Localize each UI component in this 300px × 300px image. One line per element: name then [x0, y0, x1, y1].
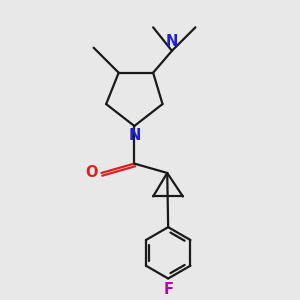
Text: O: O	[85, 166, 98, 181]
Text: N: N	[128, 128, 140, 143]
Text: F: F	[163, 282, 173, 297]
Text: N: N	[166, 34, 178, 49]
